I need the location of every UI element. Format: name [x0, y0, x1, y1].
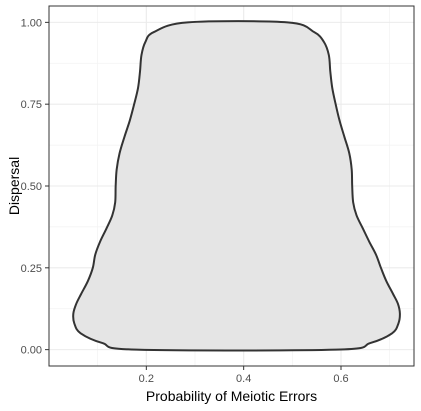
x-tick-label: 0.4 [236, 373, 251, 385]
y-tick-label: 0.75 [21, 99, 42, 111]
y-tick-label: 0.25 [21, 263, 42, 275]
y-axis-title: Dispersal [6, 157, 22, 215]
x-tick-label: 0.2 [139, 373, 154, 385]
y-tick-label: 1.00 [21, 17, 42, 29]
violin-shape [72, 20, 401, 352]
x-tick-label: 0.6 [333, 373, 348, 385]
x-axis-title: Probability of Meiotic Errors [146, 388, 317, 404]
y-axis-ticks: 0.00 0.25 0.50 0.75 1.00 [21, 17, 49, 357]
x-axis-ticks: 0.2 0.4 0.6 [139, 366, 349, 385]
y-tick-label: 0.50 [21, 181, 42, 193]
y-tick-label: 0.00 [21, 345, 42, 357]
